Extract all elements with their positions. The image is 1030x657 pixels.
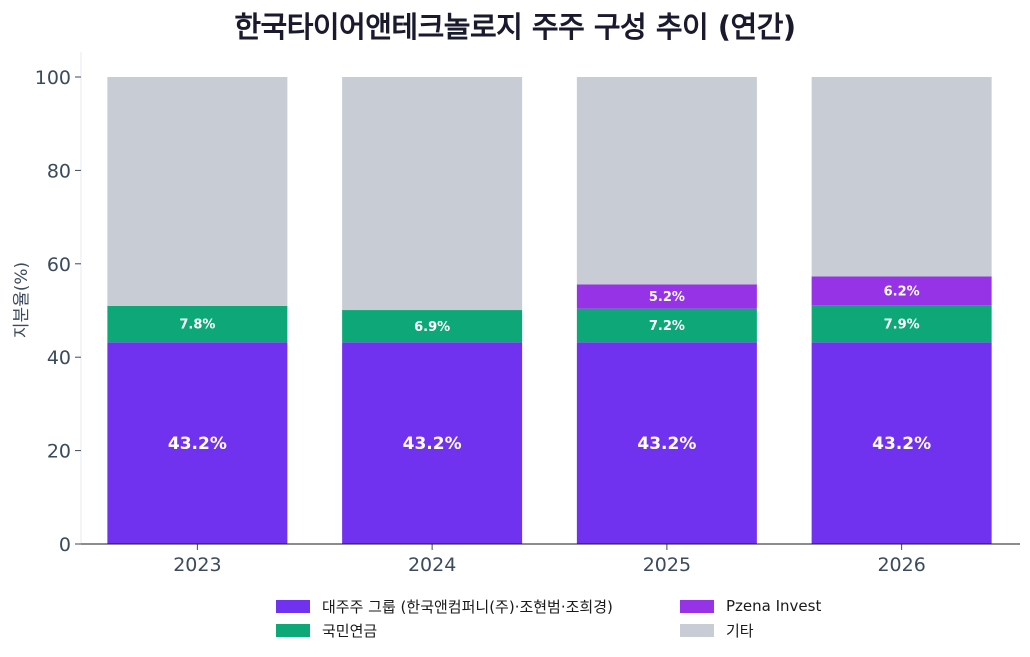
- bar-segment: [107, 342, 288, 544]
- x-axis: 2023 2024 2025 2026: [81, 543, 1020, 576]
- x-tick-label: 2025: [643, 554, 691, 576]
- x-tick-label: 2023: [173, 554, 221, 576]
- legend-label: 대주주 그룹 (한국앤컴퍼니(주)·조현범·조희경): [322, 597, 613, 616]
- bar-segment: [811, 77, 992, 277]
- bar-segment: [342, 77, 523, 311]
- y-tick-label: 60: [47, 254, 71, 276]
- legend-swatch: [276, 623, 310, 637]
- legend: 대주주 그룹 (한국앤컴퍼니(주)·조현범·조희경) Pzena Invest …: [276, 594, 876, 644]
- bar-data-label: 43.2%: [403, 434, 462, 454]
- bar-data-label: 6.2%: [884, 285, 920, 300]
- bar-segment: [107, 77, 288, 306]
- legend-label: 기타: [726, 621, 754, 640]
- stacked-bar-chart: 0 20 40 60 80 100 43.2% 7.8% 43.2% 6.9% 43.2% 7.2%…: [12, 52, 1020, 576]
- x-tick-label: 2024: [408, 554, 456, 576]
- x-tick-label: 2026: [877, 554, 925, 576]
- bar-segment: [342, 342, 523, 544]
- y-tick-label: 40: [47, 347, 71, 369]
- y-axis-label: 지분율(%): [12, 262, 32, 338]
- y-tick-label: 100: [35, 67, 71, 89]
- bar-data-label: 6.9%: [414, 320, 450, 335]
- bar-data-label: 7.8%: [179, 318, 215, 333]
- legend-label: 국민연금: [322, 621, 378, 640]
- y-tick-label: 0: [59, 534, 71, 556]
- bar-data-label: 7.9%: [884, 317, 920, 332]
- bar-data-label: 43.2%: [872, 434, 931, 454]
- chart-title: 한국타이어앤테크놀로지 주주 구성 추이 (연간): [234, 10, 796, 44]
- bar-segment: [576, 308, 757, 343]
- bar-segment: [576, 284, 757, 309]
- legend-swatch: [680, 623, 714, 637]
- y-tick-label: 20: [47, 441, 71, 463]
- legend-item: 기타: [680, 618, 754, 642]
- legend-swatch: [680, 599, 714, 613]
- bar-segment: [811, 276, 992, 306]
- y-axis: 0 20 40 60 80 100: [35, 52, 82, 556]
- bar-segment: [107, 305, 288, 343]
- bar-segment: [811, 305, 992, 343]
- bar-data-label: 7.2%: [649, 319, 685, 334]
- bar-data-label: 5.2%: [649, 290, 685, 305]
- legend-item: 국민연금: [276, 618, 377, 642]
- legend-label: Pzena Invest: [726, 597, 822, 615]
- y-tick-label: 80: [47, 160, 71, 182]
- bar-segment: [811, 342, 992, 544]
- legend-swatch: [276, 599, 310, 613]
- bars: 43.2% 7.8% 43.2% 6.9% 43.2% 7.2% 5.2% 43.2% 7.9%…: [107, 77, 992, 544]
- bar-segment: [576, 77, 757, 285]
- bar-segment: [342, 310, 523, 343]
- bar-data-label: 43.2%: [637, 434, 696, 454]
- bar-data-label: 43.2%: [168, 434, 227, 454]
- legend-item: Pzena Invest: [680, 594, 821, 618]
- legend-item: 대주주 그룹 (한국앤컴퍼니(주)·조현범·조희경): [276, 594, 613, 618]
- bar-segment: [576, 342, 757, 544]
